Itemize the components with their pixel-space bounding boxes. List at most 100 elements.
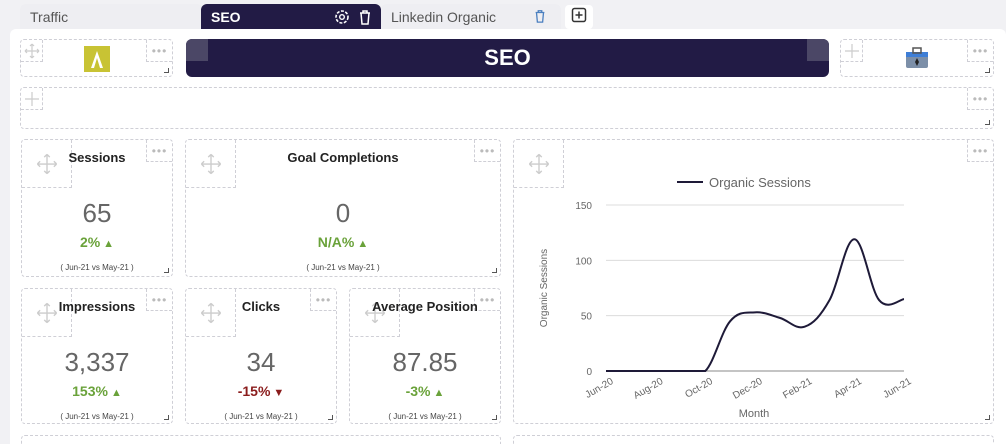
kpi-change: 2% ▲ <box>22 234 172 250</box>
more-options-icon[interactable]: ••• <box>967 140 993 162</box>
more-options-icon[interactable]: ••• <box>146 40 172 62</box>
resize-handle[interactable] <box>985 120 990 125</box>
organic-sessions-chart: 0 50 100 150 Jun-20 Aug-20 Oct-20 Dec-20 Feb-21… <box>539 175 914 420</box>
y-axis-label: Organic Sessions <box>539 249 550 327</box>
x-tick-label: Dec-20 <box>731 376 765 402</box>
kpi-value: 0 <box>335 198 351 228</box>
move-handle-icon[interactable] <box>350 289 400 337</box>
more-options-icon[interactable]: ••• <box>967 40 993 62</box>
page-title: SEO <box>484 45 531 70</box>
x-tick-label: Oct-20 <box>683 376 715 401</box>
caret-up-icon: ▲ <box>357 238 369 250</box>
caret-up-icon: ▲ <box>103 238 115 250</box>
kpi-change: -15% ▼ <box>186 383 336 399</box>
add-tab-button[interactable] <box>565 5 593 29</box>
more-options-icon[interactable]: ••• <box>146 140 172 162</box>
toolbox-cell: ••• <box>840 39 994 77</box>
move-handle-icon[interactable] <box>21 88 43 110</box>
move-handle-icon[interactable] <box>186 140 236 188</box>
dashboard-header: SEO <box>186 39 829 77</box>
resize-handle[interactable] <box>985 415 990 420</box>
kpi-title: Goal Completions <box>287 150 399 165</box>
brand-logo <box>84 46 110 77</box>
kpi-card-goal-completions[interactable]: ••• Goal Completions 0 N/A% ▲ ( Jun-21 vs… <box>185 139 501 277</box>
move-handle-icon[interactable] <box>186 39 208 61</box>
empty-row-cell: ••• <box>20 87 994 129</box>
next-row-cell <box>513 435 994 444</box>
y-tick-label: 100 <box>575 256 592 267</box>
kpi-period: ( Jun-21 vs May-21 ) <box>60 412 134 421</box>
caret-up-icon: ▲ <box>433 387 445 399</box>
kpi-change-value: 153% <box>72 383 108 399</box>
resize-handle[interactable] <box>164 68 169 73</box>
y-tick-label: 0 <box>586 367 592 378</box>
tab-traffic[interactable]: Traffic <box>20 4 203 30</box>
resize-handle[interactable] <box>328 415 333 420</box>
kpi-change: N/A% ▲ <box>186 234 500 250</box>
next-row-cell <box>21 435 501 444</box>
more-options-icon[interactable] <box>807 39 829 61</box>
kpi-period: ( Jun-21 vs May-21 ) <box>306 263 380 272</box>
resize-handle[interactable] <box>492 415 497 420</box>
kpi-period: ( Jun-21 vs May-21 ) <box>388 412 462 421</box>
kpi-title: Sessions <box>68 150 126 165</box>
gear-icon[interactable] <box>333 8 351 29</box>
kpi-card-clicks[interactable]: ••• Clicks 34 -15% ▼ ( Jun-21 vs May-21 ) <box>185 288 337 424</box>
move-handle-icon[interactable] <box>841 40 863 62</box>
tab-label: Linkedin Organic <box>391 9 497 25</box>
kpi-title: Impressions <box>58 299 136 314</box>
kpi-period: ( Jun-21 vs May-21 ) <box>224 412 298 421</box>
kpi-change-value: 2% <box>79 234 101 250</box>
toolbox-icon <box>903 44 931 77</box>
kpi-change-value: N/A% <box>317 234 355 250</box>
plus-square-icon <box>571 7 587 28</box>
move-handle-icon[interactable] <box>22 140 72 188</box>
x-tick-label: Feb-21 <box>781 376 814 402</box>
kpi-period: ( Jun-21 vs May-21 ) <box>60 263 134 272</box>
kpi-card-impressions[interactable]: ••• Impressions 3,337 153% ▲ ( Jun-21 vs … <box>21 288 173 424</box>
kpi-card-average-position[interactable]: ••• Average Position 87.85 -3% ▲ ( Jun-21… <box>349 288 501 424</box>
trash-icon[interactable] <box>533 8 547 27</box>
resize-handle[interactable] <box>492 268 497 273</box>
move-handle-icon[interactable] <box>514 140 564 188</box>
more-options-icon[interactable]: ••• <box>474 140 500 162</box>
tab-bar: Traffic SEO Linkedin Organic <box>0 0 1006 30</box>
x-axis-label: Month <box>739 408 770 420</box>
more-options-icon[interactable]: ••• <box>310 289 336 311</box>
caret-down-icon: ▼ <box>273 387 285 399</box>
dashboard-canvas: ••• SEO ••• ••• ••• Sessions 65 2% ▲ ( Ju… <box>10 29 1006 444</box>
kpi-change: -3% ▲ <box>350 383 500 399</box>
kpi-card-sessions[interactable]: ••• Sessions 65 2% ▲ ( Jun-21 vs May-21 ) <box>21 139 173 277</box>
kpi-value: 34 <box>246 347 276 377</box>
x-tick-label: Apr-21 <box>832 376 864 401</box>
resize-handle[interactable] <box>164 268 169 273</box>
tab-label: SEO <box>211 9 241 25</box>
logo-cell: ••• <box>20 39 173 77</box>
y-tick-label: 150 <box>575 201 592 212</box>
tab-linkedin-organic[interactable]: Linkedin Organic <box>381 4 561 30</box>
kpi-title: Clicks <box>241 299 281 314</box>
tab-seo[interactable]: SEO <box>201 4 381 30</box>
kpi-change-value: -3% <box>405 383 431 399</box>
more-options-icon[interactable]: ••• <box>967 88 993 110</box>
kpi-change-value: -15% <box>237 383 271 399</box>
x-tick-label: Aug-20 <box>632 376 666 402</box>
resize-handle[interactable] <box>985 68 990 73</box>
kpi-value: 3,337 <box>64 347 130 377</box>
trash-icon[interactable] <box>357 8 373 29</box>
x-tick-label: Jun-20 <box>584 376 616 401</box>
resize-handle[interactable] <box>164 415 169 420</box>
move-handle-icon[interactable] <box>21 40 43 62</box>
legend-label: Organic Sessions <box>709 175 811 190</box>
kpi-value: 87.85 <box>392 347 458 377</box>
y-tick-label: 50 <box>581 312 593 323</box>
chart-card-organic-sessions[interactable]: ••• 0 50 100 150 Jun-20 Aug-20 Oct-20 Dec-20 Fe… <box>513 139 994 424</box>
more-options-icon[interactable]: ••• <box>474 289 500 311</box>
more-options-icon[interactable]: ••• <box>146 289 172 311</box>
series-line-organic-sessions <box>606 238 905 372</box>
tab-label: Traffic <box>30 9 69 25</box>
move-handle-icon[interactable] <box>22 289 72 337</box>
kpi-change: 153% ▲ <box>22 383 172 399</box>
move-handle-icon[interactable] <box>186 289 236 337</box>
kpi-title: Average Position <box>372 299 478 314</box>
